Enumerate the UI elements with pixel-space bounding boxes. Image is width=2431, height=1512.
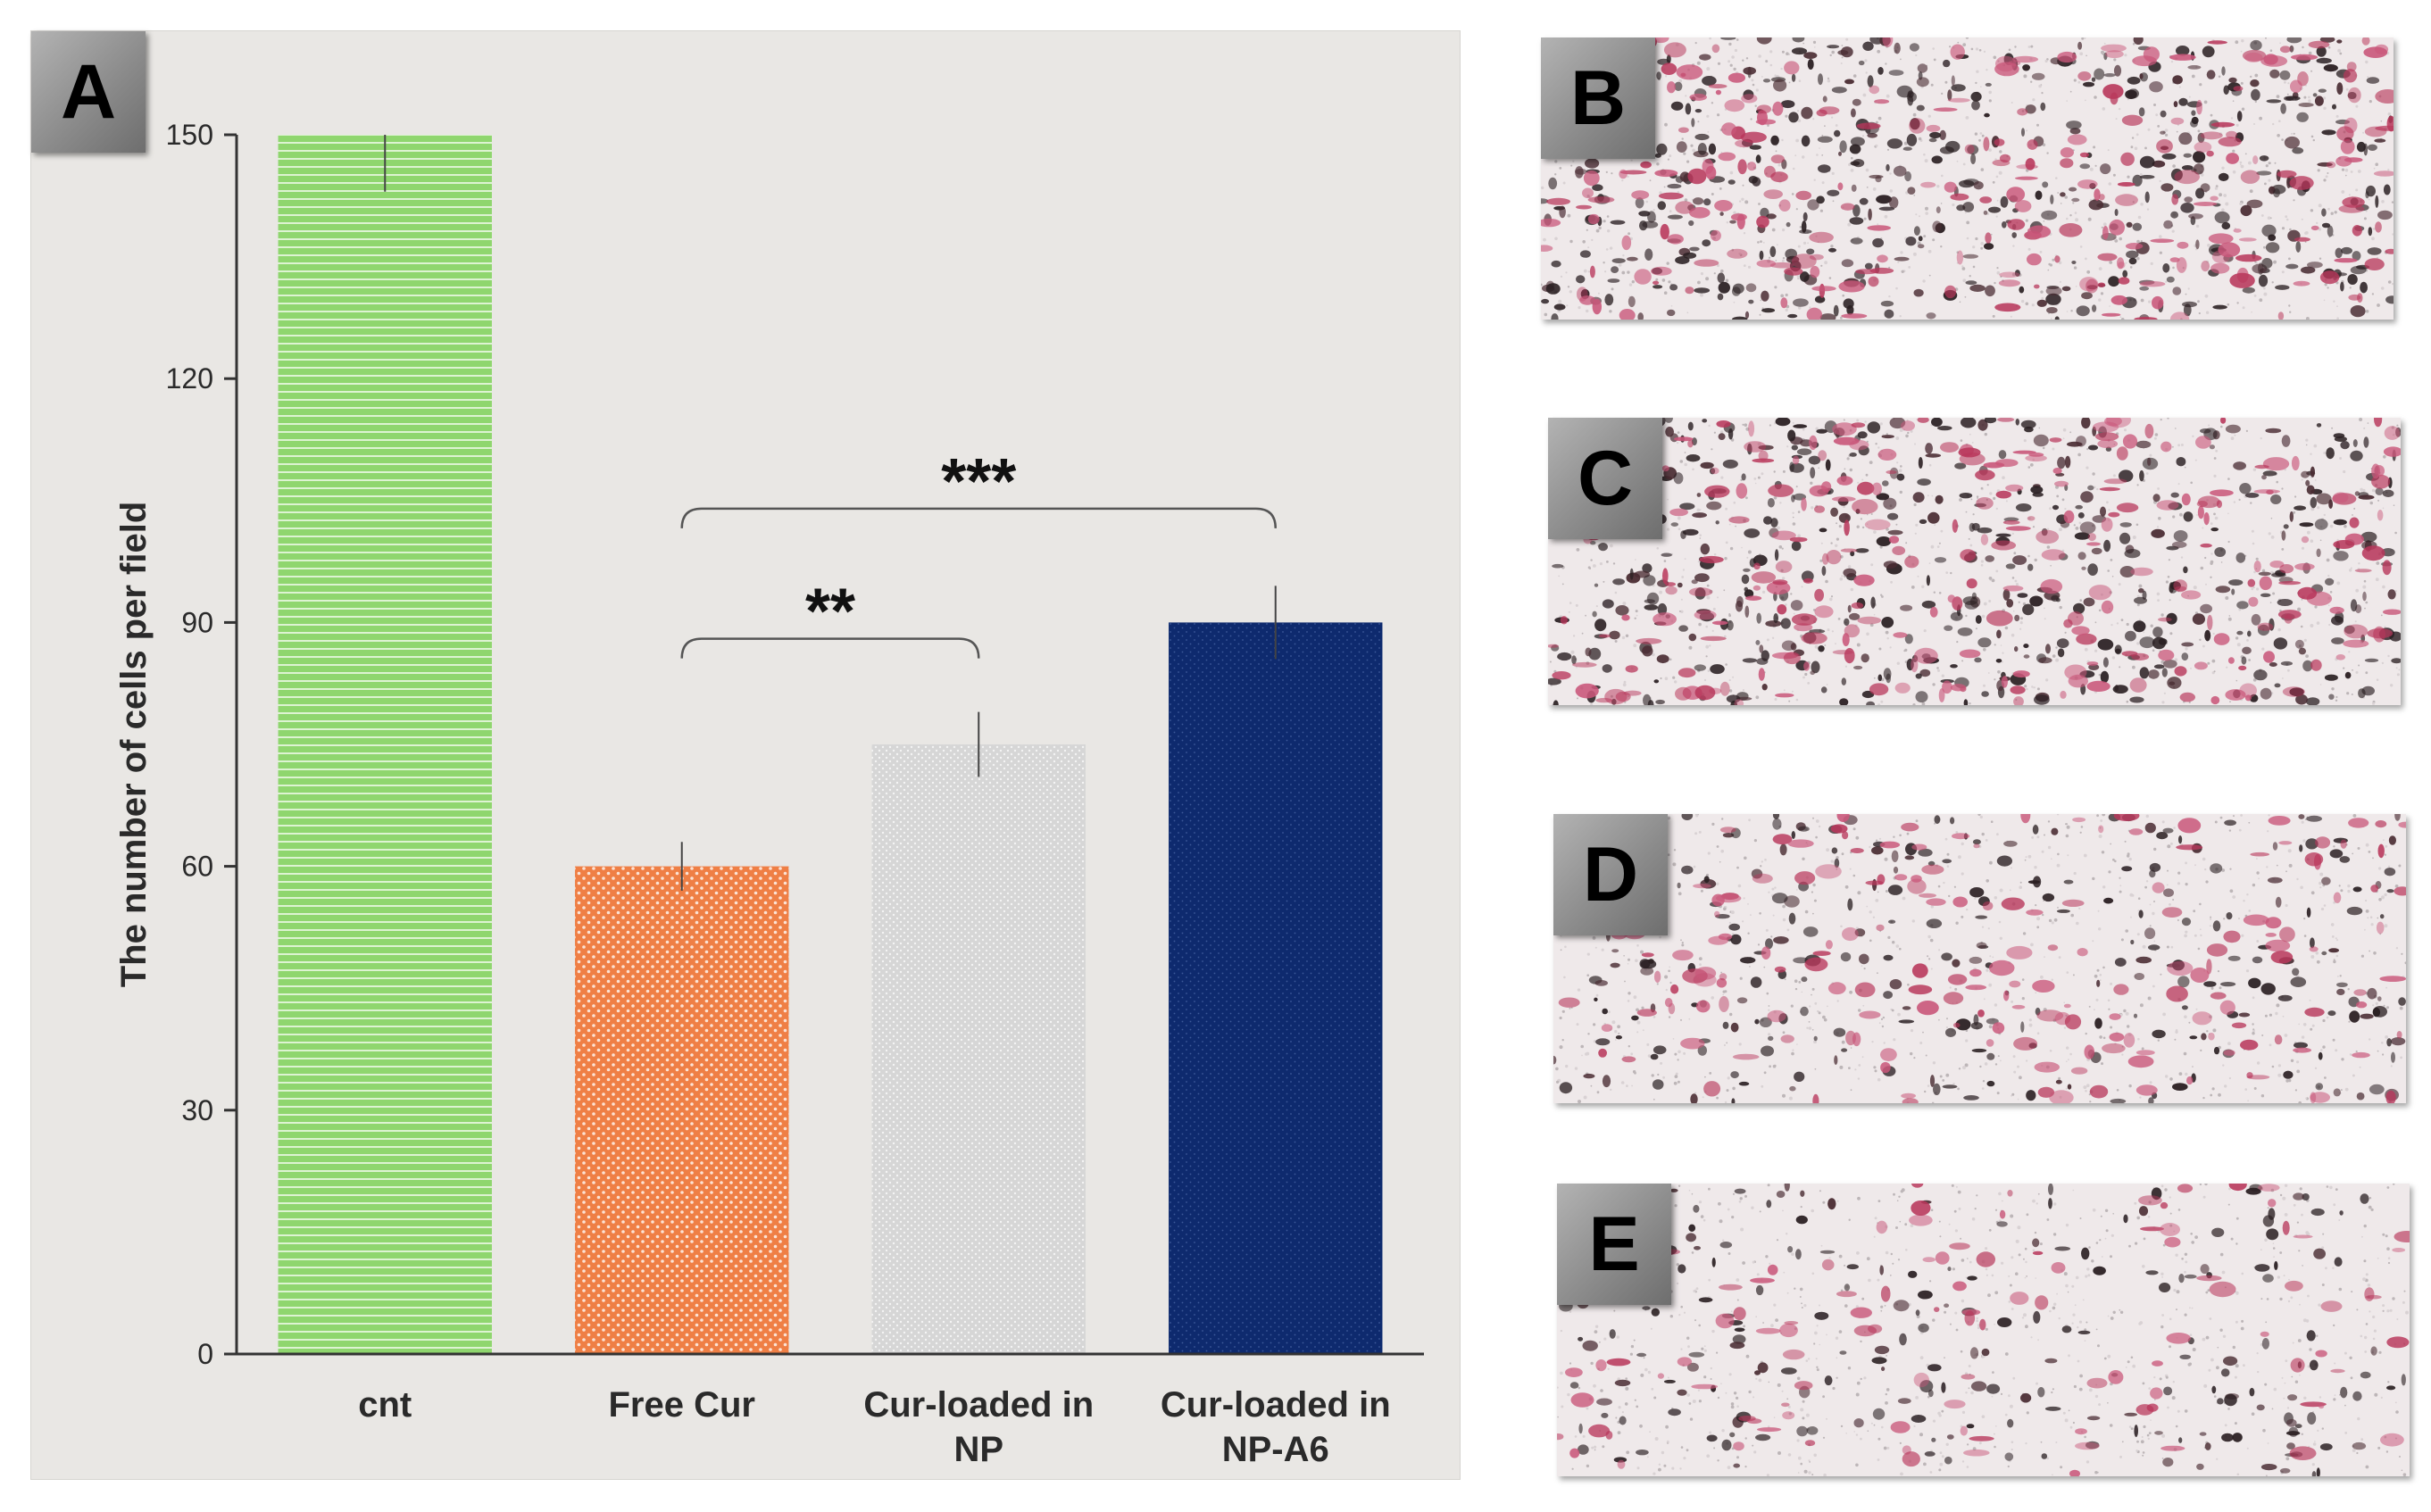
y-tick-label-0: 0 [197, 1338, 213, 1370]
micrograph-b-image [1541, 37, 2394, 320]
y-tick-label-120: 120 [166, 362, 213, 395]
panel-label-e: E [1557, 1184, 1671, 1305]
y-axis-label: The number of cells per field [114, 502, 154, 988]
bar-2 [575, 866, 789, 1354]
y-tick-label-60: 60 [181, 851, 213, 883]
significance-bracket-1 [680, 637, 980, 659]
bar-1 [278, 135, 492, 1354]
micrograph-e-image [1557, 1184, 2410, 1476]
micrograph-c-image [1548, 418, 2401, 705]
significance-label-1: ** [805, 577, 855, 648]
y-tick-label-30: 30 [181, 1094, 213, 1126]
x-tick-label-3-line-2: NP [953, 1430, 1003, 1469]
panel-label-d: D [1553, 814, 1668, 935]
x-tick-label-1-line-1: cnt [358, 1385, 412, 1425]
significance-label-2: *** [941, 446, 1016, 518]
x-tick-label-4-line-2: NP-A6 [1222, 1430, 1329, 1469]
y-tick-label-150: 150 [166, 119, 213, 151]
micrograph-c: C [1548, 418, 2401, 705]
bar-3 [871, 744, 1086, 1354]
x-tick-label-4-line-1: Cur-loaded in [1161, 1385, 1391, 1425]
panel-label-c: C [1548, 418, 1662, 539]
micrograph-d: D [1553, 814, 2406, 1103]
panel-label-b: B [1541, 37, 1655, 159]
bar-4 [1169, 622, 1383, 1354]
x-tick-label-3-line-1: Cur-loaded in [863, 1385, 1094, 1425]
bar-chart-panel: A cnt Free Cur Cur-loaded in NP [30, 30, 1461, 1480]
micrograph-b: B [1541, 37, 2394, 320]
bar-chart: cnt Free Cur Cur-loaded in NP Cur-loaded in N… [114, 119, 1424, 1469]
micrograph-e: E [1557, 1184, 2410, 1476]
micrograph-d-image [1553, 814, 2406, 1103]
y-tick-label-90: 90 [181, 606, 213, 638]
significance-bracket-2 [680, 507, 1277, 528]
panel-label-a: A [31, 31, 146, 153]
x-tick-label-2-line-1: Free Cur [609, 1385, 756, 1425]
